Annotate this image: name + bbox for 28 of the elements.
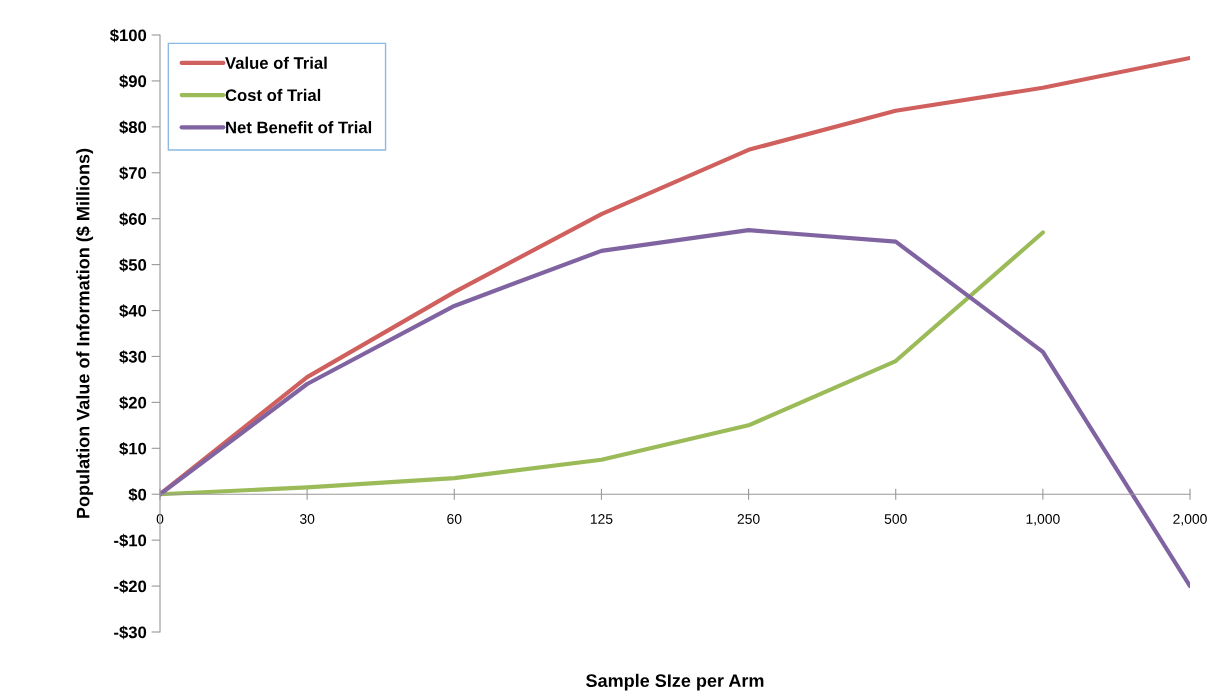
legend-label: Cost of Trial bbox=[225, 88, 321, 102]
y-axis-title: Population Value of Information ($ Millions) bbox=[75, 148, 94, 518]
y-tick-label: $40 bbox=[119, 304, 147, 318]
x-tick-label: 0 bbox=[156, 514, 164, 524]
y-tick-label: $50 bbox=[119, 258, 147, 272]
x-tick-label: 1,000 bbox=[1026, 514, 1060, 526]
y-tick-label: $100 bbox=[109, 28, 147, 43]
y-tick-label: -$20 bbox=[114, 579, 147, 594]
y-tick-label: $90 bbox=[119, 74, 147, 89]
y-tick-label: $60 bbox=[119, 212, 147, 226]
y-tick-label: $10 bbox=[119, 441, 147, 456]
x-tick-label: 250 bbox=[737, 514, 760, 524]
y-tick-label: $70 bbox=[119, 166, 147, 181]
legend-label: Net Benefit of Trial bbox=[226, 121, 372, 134]
legend-label: Value of Trial bbox=[225, 56, 327, 69]
y-tick-label: $20 bbox=[119, 396, 147, 410]
y-tick-label: $30 bbox=[119, 350, 147, 364]
y-tick-label: -$10 bbox=[114, 533, 147, 548]
x-tick-label: 30 bbox=[299, 514, 315, 524]
x-tick-label: 2,000 bbox=[1173, 514, 1207, 526]
x-tick-label: 500 bbox=[884, 514, 907, 524]
y-tick-label: -$30 bbox=[114, 625, 147, 640]
x-tick-label: 60 bbox=[447, 514, 462, 524]
x-axis-title: Sample SIze per Arm bbox=[586, 673, 764, 691]
y-tick-label: $0 bbox=[128, 487, 147, 502]
line-series bbox=[160, 230, 1045, 497]
x-tick-label: 125 bbox=[590, 514, 613, 524]
y-tick-label: $80 bbox=[119, 120, 147, 135]
